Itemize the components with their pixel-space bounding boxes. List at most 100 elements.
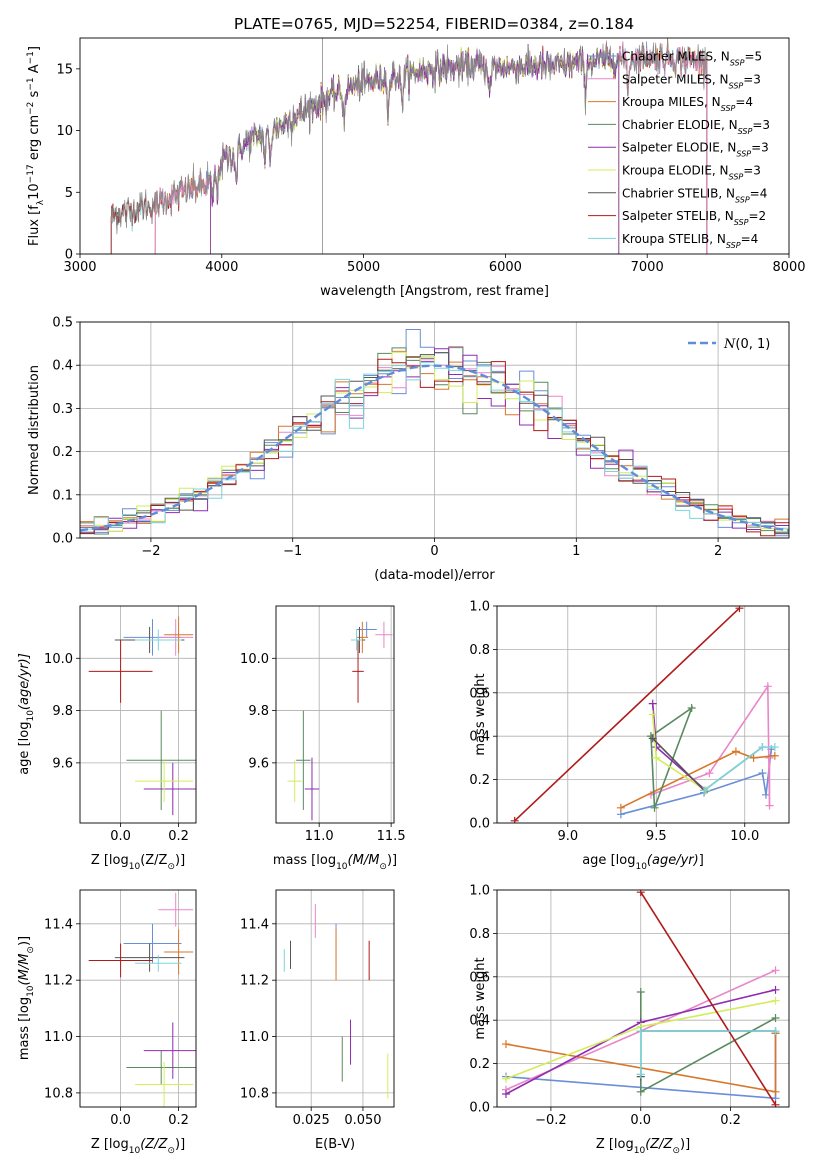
mass_age-axes: 11.0 11.5 9.6 9.8 10.0 [240,606,406,844]
ebv_mass-points [283,904,389,1099]
normal-curve [80,364,789,532]
weight-marker [501,1089,510,1098]
axes-frame [79,321,790,539]
spectrum-axes: 3000 4000 5000 6000 7000 8000 0 5 10 15 [56,62,805,275]
figure-title: PLATE=0765, MJD=52254, FIBERID=0384, z=0… [234,15,634,33]
y-tick-label: 0.4 [469,730,490,745]
x-tick-label: 0.0 [630,1113,651,1128]
legend-label: N(0, 1) [723,337,770,352]
weight-marker [731,747,740,756]
z_mass-points [88,892,196,1107]
y-axis-label: mass weight [473,673,488,755]
y-axis-label: Flux [fλ10−17 erg cm−2 s−1 A−1] [26,46,46,246]
axis-label: mass [log10(M/M⊙)] [17,936,36,1060]
y-tick-label: 0 [65,248,73,263]
legend-label: Kroupa MILES, NSSP=4 [622,95,753,113]
x-tick-label: −0.2 [535,1113,567,1128]
weight-marker [648,699,657,708]
weight-marker [770,743,779,752]
weight-marker [648,710,657,719]
weight-marker [765,801,774,810]
x-tick-label: 7000 [631,260,664,275]
x-tick-label: 9.0 [557,829,578,844]
ebv_mass-axes: 0.025 0.050 10.8 11.0 11.2 11.4 [240,890,394,1128]
axis-label: Z [log10(Z/Z⊙)] [596,1137,690,1156]
x-tick-label: −1 [283,544,302,559]
legend-label: Salpeter MILES, NSSP=3 [622,72,761,90]
x-tick-label: 9.5 [646,829,667,844]
y-tick-label: 9.6 [52,756,73,771]
y-axis-label: mass weight [473,957,488,1039]
weight-line-salpeter-stelib [640,891,777,1106]
weight-marker [749,753,758,762]
weight-marker [771,996,780,1005]
x-tick-label: 0.0 [110,1113,131,1128]
y-tick-label: 10.0 [240,652,269,667]
y-tick-label: 1.0 [469,600,490,615]
weight-marker [636,1087,645,1096]
axis-label: Z [log10(Z/Z⊙)] [91,1137,185,1156]
x-tick-label: 11.5 [377,829,406,844]
y-tick-label: 11.2 [44,974,73,989]
y-tick-label: 10 [56,124,73,139]
y-tick-label: 0.0 [469,1101,490,1116]
weight-marker [758,743,767,752]
weight-marker [636,987,645,996]
y-tick-label: 0.1 [52,488,73,503]
axes-frame [496,605,790,824]
y-tick-label: 11.4 [240,917,269,932]
y-tick-label: 0.6 [469,686,490,701]
z_mass-axes: 0.0 0.2 10.8 11.0 11.2 11.4 [44,890,196,1128]
histograms [80,329,789,537]
y-tick-label: 10.8 [240,1086,269,1101]
x-tick-label: 3000 [63,260,96,275]
y-tick-label: 0.3 [52,402,73,417]
weight-marker [501,1074,510,1083]
weight-marker [770,751,779,760]
axes-frame [275,889,395,1108]
y-tick-label: 0.8 [469,927,490,942]
x-tick-label: 10.0 [730,829,759,844]
y-tick-label: 0.8 [469,643,490,658]
weight-marker [687,703,696,712]
y-tick-label: 0.0 [469,817,490,832]
x-tick-label: 0.025 [293,1113,330,1128]
data-spectrum [110,39,708,235]
weight-marker [771,1027,780,1036]
axis-label: Z [log10(Z/Z⊙)] [91,853,185,872]
mass_age-points [287,621,393,821]
legend-label: Kroupa ELODIE, NSSP=3 [622,164,761,182]
legend-label: Chabrier MILES, NSSP=5 [622,50,762,68]
weight-line-chabrier-elodie [650,705,694,809]
weight-line-salpeter-stelib [514,607,740,822]
x-tick-label: 5000 [347,260,380,275]
weight-marker [735,606,744,613]
y-tick-label: 10.0 [44,652,73,667]
y-tick-label: 11.0 [240,1030,269,1045]
y-tick-label: 1.0 [469,884,490,899]
y-axis-label: Normed distribution [27,365,42,495]
y-tick-label: 0.0 [52,532,73,547]
y-tick-label: 9.6 [248,756,269,771]
weight-marker [771,966,780,975]
y-tick-label: 9.8 [52,704,73,719]
x-tick-label: 0.2 [720,1113,741,1128]
axis-label: age [log10(age/yr)] [17,653,36,775]
legend-label: Salpeter STELIB, NSSP=2 [622,209,766,227]
y-tick-label: 0.2 [52,445,73,460]
axes-frame [79,37,790,255]
weight-marker [758,769,767,778]
age_weight-series [510,606,779,823]
z_age-points [88,616,196,816]
y-tick-label: 0.4 [52,359,73,374]
weight-marker [616,803,625,812]
y-tick-label: 0.5 [52,316,73,331]
x-tick-label: 2 [714,544,722,559]
weight-marker [636,1070,645,1079]
y-tick-label: 9.8 [248,704,269,719]
x-tick-label: 0 [430,544,438,559]
axis-label: E(B-V) [315,1137,355,1152]
weight-marker [700,786,709,795]
weight-marker [771,985,780,994]
